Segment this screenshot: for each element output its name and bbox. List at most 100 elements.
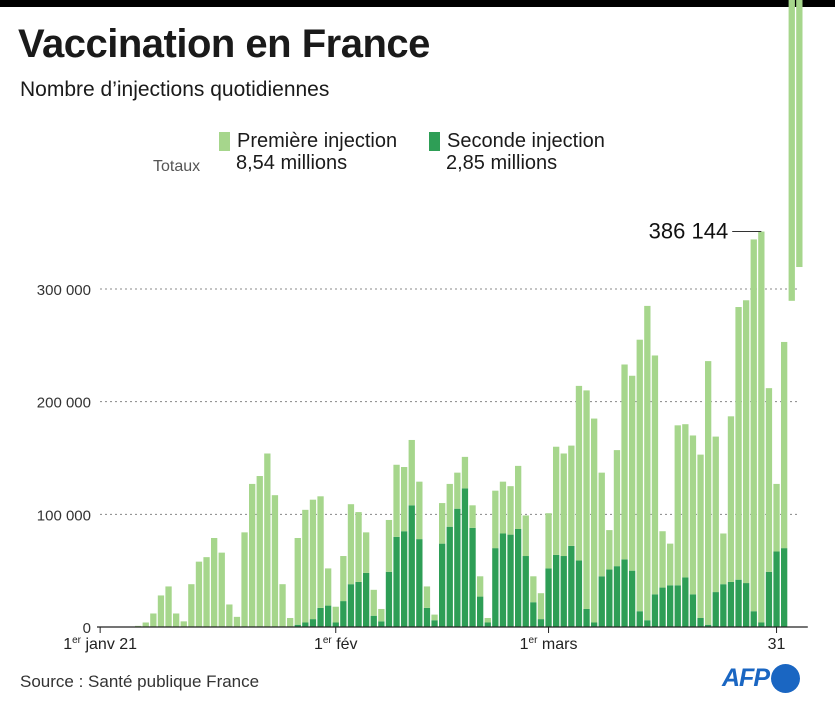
bar-seconde — [674, 585, 681, 627]
bar-seconde — [423, 607, 431, 627]
bar-premiere — [173, 613, 180, 627]
bar-premiere — [180, 621, 187, 627]
bar-seconde — [378, 621, 385, 627]
bar-premiere — [340, 556, 347, 602]
bar-seconde — [545, 568, 552, 627]
bar-premiere — [309, 499, 317, 620]
afp-logo: AFP — [722, 664, 800, 693]
total-seconde: 2,85 millions — [446, 152, 558, 174]
bar-premiere — [591, 418, 598, 623]
bar-seconde — [773, 551, 780, 627]
bar-premiere — [385, 519, 393, 572]
bar-premiere — [188, 584, 195, 627]
bar-seconde — [302, 622, 309, 627]
bar-seconde — [416, 539, 423, 627]
bar-seconde — [385, 571, 393, 627]
bar-premiere — [157, 595, 165, 627]
bar-premiere — [537, 593, 545, 620]
bar-premiere — [750, 239, 757, 612]
bar-premiere — [796, 0, 803, 268]
bar-seconde — [553, 554, 560, 627]
bar-seconde — [294, 624, 301, 627]
bar-seconde — [325, 605, 332, 627]
bar-seconde — [431, 620, 438, 627]
bar-premiere — [416, 481, 423, 540]
bar-premiere — [408, 439, 415, 506]
bar-premiere — [477, 576, 484, 597]
bar-premiere — [363, 532, 370, 573]
bar-seconde — [340, 601, 347, 627]
bar-seconde — [454, 508, 461, 627]
bar-premiere — [651, 355, 659, 595]
bar-seconde — [347, 584, 355, 627]
bar-premiere — [606, 530, 613, 570]
bar-seconde — [629, 570, 636, 627]
bar-premiere — [621, 364, 628, 560]
bar-premiere — [727, 416, 735, 582]
bar-premiere — [431, 614, 438, 621]
bar-premiere — [545, 513, 552, 569]
bar-seconde — [393, 536, 400, 627]
bar-seconde — [515, 528, 522, 627]
legend-item-seconde: Seconde injection — [429, 130, 605, 153]
bar-seconde — [446, 526, 453, 627]
bar-premiere — [393, 464, 400, 537]
x-tick-label: 31 — [768, 636, 786, 653]
bar-seconde — [765, 571, 773, 627]
bar-premiere — [264, 453, 271, 627]
bar-premiere — [461, 456, 469, 489]
bar-premiere — [241, 532, 248, 627]
bar-premiere — [378, 608, 385, 622]
legend-label-seconde: Seconde injection — [447, 130, 605, 152]
bar-seconde — [689, 594, 697, 627]
bar-seconde — [636, 611, 643, 627]
bar-seconde — [461, 488, 469, 627]
y-tick-label: 200 000 — [37, 395, 91, 412]
bar-premiere — [446, 483, 453, 527]
bar-seconde — [598, 576, 605, 627]
afp-logo-text: AFP — [722, 664, 770, 692]
bar-premiere — [765, 388, 773, 572]
bar-premiere — [332, 606, 339, 623]
bar-premiere — [720, 533, 727, 585]
bar-premiere — [454, 472, 461, 509]
bar-premiere — [507, 486, 514, 535]
bar-premiere — [613, 450, 621, 567]
bar-premiere — [211, 537, 218, 627]
legend-swatch-premiere — [219, 132, 230, 151]
bar-premiere — [423, 586, 431, 608]
y-tick-label: 300 000 — [37, 282, 91, 299]
y-tick-label: 100 000 — [37, 507, 91, 524]
bar-premiere — [492, 490, 499, 549]
bar-premiere — [629, 375, 636, 571]
bar-premiere — [347, 504, 355, 585]
chart-title: Vaccination en France — [18, 22, 430, 66]
bar-seconde — [682, 577, 689, 627]
annotation-max: 386 144 — [649, 219, 729, 244]
bar-premiere — [317, 496, 324, 608]
bar-seconde — [667, 585, 674, 627]
bar-premiere — [142, 622, 149, 627]
bar-premiere — [302, 509, 309, 623]
x-tick-label: 1er janv 21 — [63, 635, 137, 653]
bar-seconde — [469, 527, 476, 627]
bar-premiere — [218, 552, 225, 627]
bar-premiere — [773, 483, 780, 552]
bar-seconde — [750, 611, 757, 627]
bar-seconde — [613, 566, 621, 627]
bar-seconde — [651, 594, 659, 627]
top-rule — [0, 0, 835, 7]
bar-premiere — [674, 425, 681, 586]
bar-seconde — [363, 572, 370, 627]
x-tick-label: 1er mars — [520, 635, 578, 653]
bar-seconde — [712, 592, 719, 627]
bar-seconde — [484, 622, 491, 627]
bar-premiere — [743, 300, 750, 584]
bar-premiere — [758, 231, 765, 623]
bar-premiere — [271, 495, 279, 627]
bar-premiere — [294, 537, 301, 625]
bar-premiere — [499, 481, 507, 534]
bar-seconde — [659, 587, 666, 627]
bar-seconde — [621, 559, 628, 627]
